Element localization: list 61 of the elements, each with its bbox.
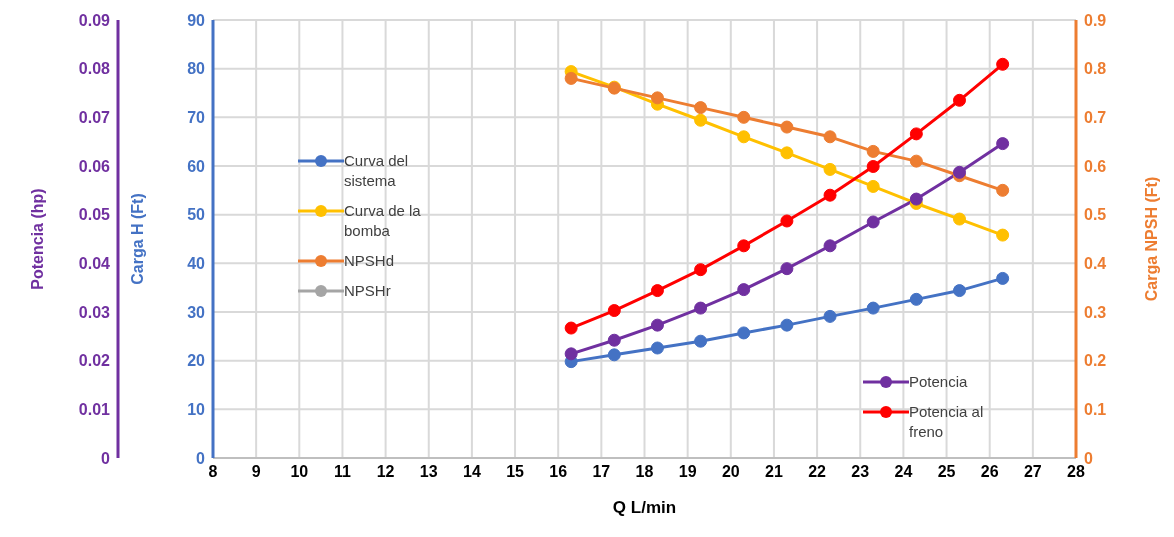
y2-tick-label: 0.9 — [1084, 11, 1107, 29]
x-tick-label: 8 — [208, 463, 218, 481]
y3-tick-label: 0.04 — [78, 255, 111, 273]
legend-label: NPSHd — [344, 251, 396, 271]
x-tick-label: 21 — [765, 463, 783, 481]
x-tick-label: 23 — [851, 463, 870, 481]
x-tick-label: 16 — [549, 463, 568, 481]
y2-axis-title: Carga NPSH (Ft) — [1142, 176, 1160, 302]
y3-tick-label: 0.08 — [78, 60, 111, 78]
x-axis-title: Q L/min — [612, 498, 677, 517]
y2-tick-label: 0.4 — [1084, 255, 1107, 273]
y-tick-label: 40 — [187, 255, 206, 273]
x-tick-label: 25 — [937, 463, 956, 481]
legend-label: Curva del sistema — [344, 151, 410, 191]
y-tick-label: 70 — [187, 109, 206, 127]
x-tick-label: 28 — [1067, 463, 1085, 481]
x-tick-label: 9 — [251, 463, 261, 481]
y2-tick-label: 0.2 — [1084, 352, 1107, 370]
y3-tick-label: 0.07 — [78, 109, 111, 127]
x-tick-label: 24 — [894, 463, 913, 481]
y3-tick-label: 0.03 — [78, 303, 111, 321]
legend-label: Curva de la bomba — [344, 201, 422, 241]
y-axis-title: Carga H (Ft) — [128, 193, 146, 285]
x-tick-label: 20 — [721, 463, 740, 481]
y-tick-label: 10 — [187, 401, 206, 419]
y3-tick-label: 0 — [101, 449, 111, 467]
legend-label: NPSHr — [344, 281, 392, 301]
x-tick-label: 10 — [290, 463, 309, 481]
y-tick-label: 20 — [187, 352, 206, 370]
y-tick-label: 60 — [187, 157, 206, 175]
y2-tick-label: 0.1 — [1084, 401, 1107, 419]
y2-tick-label: 0.6 — [1084, 157, 1107, 175]
y3-axis-title: Potencia (hp) — [28, 188, 46, 290]
y3-tick-label: 0.09 — [78, 11, 111, 29]
y-tick-label: 80 — [187, 60, 206, 78]
x-tick-label: 11 — [333, 463, 351, 481]
x-tick-label: 18 — [635, 463, 654, 481]
y2-tick-label: 0.8 — [1084, 60, 1107, 78]
y3-tick-label: 0.05 — [78, 206, 111, 224]
legend-label: Potencia al freno — [909, 402, 985, 442]
y2-tick-label: 0.7 — [1084, 109, 1107, 127]
x-tick-label: 17 — [592, 463, 611, 481]
y2-tick-label: 0.5 — [1084, 206, 1107, 224]
legend-label: Potencia — [909, 372, 969, 392]
x-tick-label: 15 — [506, 463, 525, 481]
y-tick-label: 30 — [187, 303, 206, 321]
y-tick-label: 0 — [196, 449, 206, 467]
x-tick-label: 14 — [463, 463, 481, 481]
y3-tick-label: 0.02 — [78, 352, 111, 370]
x-tick-label: 27 — [1023, 463, 1042, 481]
y-tick-label: 50 — [187, 206, 206, 224]
y3-tick-label: 0.01 — [78, 401, 111, 419]
x-tick-label: 22 — [808, 463, 827, 481]
y-tick-label: 90 — [187, 11, 206, 29]
y2-tick-label: 0.3 — [1084, 303, 1107, 321]
y3-tick-label: 0.06 — [78, 157, 111, 175]
x-tick-label: 13 — [419, 463, 438, 481]
y2-tick-label: 0 — [1084, 449, 1093, 467]
x-tick-label: 12 — [376, 463, 395, 481]
x-tick-label: 26 — [980, 463, 999, 481]
x-tick-label: 19 — [678, 463, 697, 481]
